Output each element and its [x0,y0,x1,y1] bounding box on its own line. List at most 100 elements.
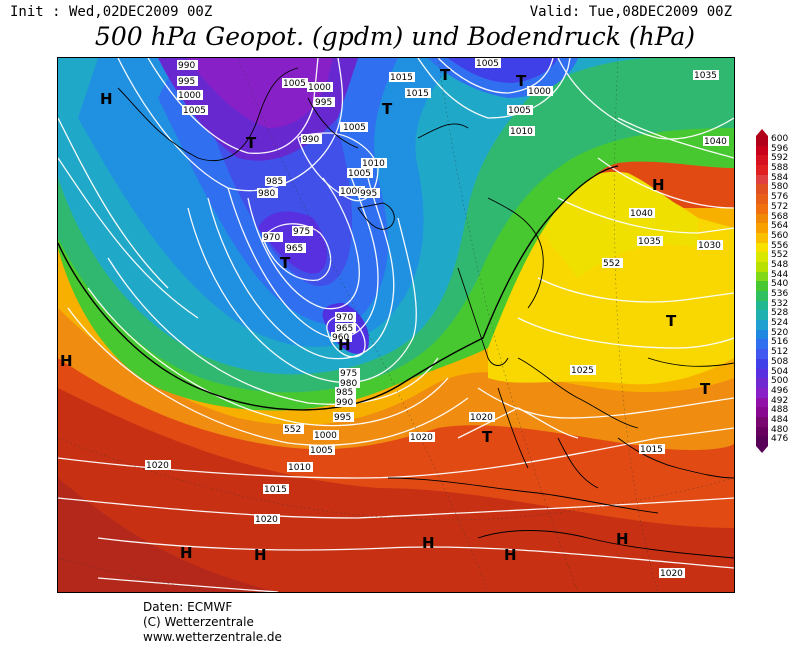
legend-row: 560 [754,231,790,243]
legend-row: 532 [754,298,790,311]
legend-value: 488 [771,405,789,416]
legend-row: 592 [754,153,790,166]
isobar-label: 1010 [510,127,533,137]
isobar-label: 1000 [308,83,331,93]
legend-top-arrow [756,129,768,136]
legend-value: 504 [771,366,789,377]
credit-website: www.wetterzentrale.de [143,630,282,644]
legend-swatch [756,271,768,282]
isobar-label: 965 [336,324,353,334]
legend-swatch [756,416,768,427]
legend-row: 500 [754,376,790,388]
legend-value: 484 [771,414,789,425]
legend-row: 572 [754,201,790,214]
legend-row: 516 [754,337,790,350]
legend-swatch [756,213,768,224]
high-center: H [180,544,193,562]
legend-row: 588 [754,163,790,175]
isobar-label: 980 [340,379,357,389]
low-center: H [338,336,351,354]
legend-swatch [756,242,768,253]
legend-value: 528 [771,308,789,319]
legend-swatch [756,165,768,175]
legend-row: 536 [754,289,790,301]
legend-swatch [756,407,768,417]
color-legend: 600 596 592 588 584 580 576 572 568 564 560 556 552 5… [754,129,790,454]
map-canvas: 990 995 1000 1005 1005 995 1005 1000 101… [58,58,734,592]
legend-value: 524 [771,318,789,329]
legend-row: 600 [754,134,790,146]
legend-row: 596 [754,144,790,156]
legend-row: 580 [754,182,790,195]
legend-swatch [756,310,768,321]
legend-value: 572 [771,201,789,212]
isobar-label: 1040 [630,209,653,219]
high-center: H [100,90,113,108]
legend-swatch [756,397,768,408]
legend-value: 520 [771,327,789,338]
legend-swatch [756,358,768,369]
high-center: H [504,546,517,564]
low-center: T [700,380,711,398]
legend-row: 492 [754,395,790,408]
low-center: T [666,312,677,330]
isobar-label: 1000 [528,87,551,97]
legend-swatch [756,136,768,146]
pressure-labels: 990 995 1000 1005 1005 995 1005 1000 101… [145,58,729,579]
legend-swatch [756,300,768,311]
isobar-label: 990 [336,398,353,408]
isobar-label: 1015 [390,73,413,83]
isobar-label: 1005 [476,59,499,69]
legend-value: 552 [771,250,789,261]
isobar-label: 1005 [283,79,306,89]
isobar-label: 1025 [571,366,594,376]
legend-value: 544 [771,269,789,280]
legend-bottom-arrow [756,446,768,454]
legend-value: 516 [771,337,789,348]
legend-value: 592 [771,153,789,164]
isobar-label: 1035 [694,71,717,81]
legend-value: 476 [771,434,789,445]
isobar-label: 995 [315,98,332,108]
legend-value: 600 [771,134,789,144]
legend-row: 484 [754,414,790,427]
legend-swatch [756,194,768,204]
low-center: T [516,72,527,90]
legend-row: 552 [754,250,790,262]
init-time-label: Init : Wed,02DEC2009 00Z [10,4,213,20]
low-center: T [482,428,493,446]
legend-value: 576 [771,192,789,203]
isobar-label: 985 [336,388,353,398]
legend-value: 508 [771,356,789,367]
legend-row: 528 [754,308,790,321]
legend-value: 564 [771,221,789,232]
isobar-label: 1000 [178,91,201,101]
legend-swatch [756,387,768,398]
legend-value: 512 [771,347,789,358]
isobar-label: 995 [334,413,351,423]
valid-time-label: Valid: Tue,08DEC2009 00Z [529,4,732,20]
legend-value: 532 [771,298,789,309]
isobar-label: 1005 [183,106,206,116]
high-center: H [422,534,435,552]
legend-row: 476 [754,434,790,446]
legend-row: 556 [754,241,790,253]
legend-value: 492 [771,395,789,406]
isobar-label: 970 [263,233,280,243]
legend-swatch [756,184,768,195]
credit-data-source: Daten: ECMWF [143,600,233,614]
legend-row: 584 [754,173,790,185]
isobar-label: 1015 [264,485,287,495]
isobar-label: 1015 [406,89,429,99]
isobar-label: 1040 [704,137,727,147]
isobar-label: 1020 [255,515,278,525]
legend-swatch [756,349,768,359]
low-center: T [246,134,257,152]
low-center: T [440,66,451,84]
isobar-label: 990 [178,61,195,71]
isobar-label: 980 [258,189,275,199]
legend-row: 508 [754,356,790,369]
legend-row: 504 [754,366,790,379]
isobar-label: 995 [178,77,195,87]
legend-row: 520 [754,327,790,340]
